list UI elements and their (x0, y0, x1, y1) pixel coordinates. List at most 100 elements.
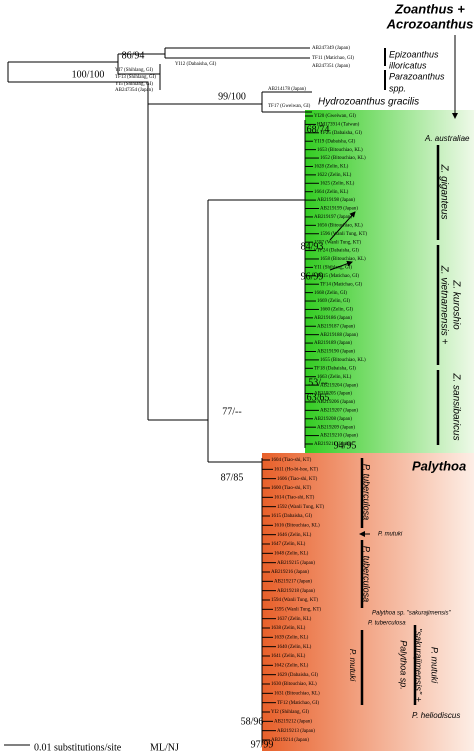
tip-label: AB247351 (Japan) (312, 64, 350, 69)
clade-label: Palythoa sp. (399, 640, 409, 690)
support-value: 86/94 (122, 50, 145, 61)
tip-label: 1638 (Zelin, KL) (271, 626, 306, 631)
tip-label: TF24 (Dabaisha, GI) (317, 249, 359, 254)
tip-label: AB219204 (Japan) (320, 383, 358, 388)
clade-label: P. tuberculosa (368, 621, 406, 627)
clade-label: P. tuberculosa (362, 464, 372, 520)
scale-label: 0.01 substitutions/site (34, 742, 122, 753)
tip-label: AB247354 (Japan) (115, 88, 153, 93)
tip-label: YI1 (Shihlang, GI) (314, 266, 352, 271)
tip-label: 1600 (Tiao-shi, KT) (271, 486, 312, 491)
tip-label: 1639 (Zelin, KL) (274, 635, 309, 640)
tip-label: AB219213 (Japan) (277, 729, 315, 734)
tip-label: AB219211 (Japan) (314, 442, 352, 447)
clade-label: Z. vietnamensis + (438, 265, 449, 345)
clade-label: P. tuberculosa (362, 546, 372, 602)
tip-label: 1637 (Zelin, KL) (277, 617, 312, 622)
tip-label: 1663 (Zelin, KL) (317, 375, 352, 380)
clade-label: Parazoanthus (389, 71, 445, 81)
clade-label: P. mutuki (430, 647, 440, 684)
clade-label: Palythoa (412, 458, 466, 473)
tip-label: AB219215 (Japan) (277, 561, 315, 566)
tip-label: 1629 (Dabaisha, GI) (277, 673, 318, 678)
palythoa-box (262, 453, 474, 751)
tip-label: AB219208 (Japan) (314, 417, 352, 422)
tip-label: AB219217 (Japan) (274, 579, 312, 584)
support-value: 94/95 (334, 440, 357, 451)
tip-label: 1597 (Wanli Tung, KT) (314, 240, 361, 245)
header-title: Acrozoanthus (386, 16, 474, 31)
scale-method: ML/NJ (150, 742, 179, 753)
tip-label: 1655 (Bitouchiao, KL) (320, 358, 366, 363)
support-value: 84/93 (301, 241, 324, 252)
tip-label: AB219205 (Japan) (314, 392, 352, 397)
tip-label: 1652 (Bitouchiao, KL) (320, 156, 366, 161)
tip-label: TF17 (Gweiwan, GI) (268, 104, 311, 109)
tip-label: AB219210 (Japan) (320, 434, 358, 439)
tip-label: AB219212 (Japan) (274, 719, 312, 724)
tip-label: 1622 (Zelin, KL) (317, 173, 352, 178)
tip-label: 1595 (Wanli Tung, KT) (274, 607, 321, 612)
support-value: 63/65 (307, 392, 330, 403)
tip-label: AB219216 (Japan) (271, 570, 309, 575)
tip-label: 1614 (Tiao-shi, KT) (274, 495, 315, 500)
tip-label: 1660 (Zelin, GI) (320, 308, 353, 313)
clade-label: Palythoa sp. "sakurajimensis" (372, 611, 451, 617)
tip-label: YI7 (Shihlang, GI) (115, 68, 153, 73)
tip-label: 1646 (Zelin, KL) (277, 533, 312, 538)
tip-label: 1641 (Zelin, KL) (271, 654, 306, 659)
tip-label: YI20 (Gweiwan, GI) (314, 114, 356, 119)
tip-label: AB219198 (Japan) (317, 198, 355, 203)
support-value: 96/99 (301, 271, 324, 282)
tip-label: AB219199 (Japan) (320, 207, 358, 212)
tip-label: 1647 (Zelin, KL) (271, 542, 306, 547)
tip-label: AB219197 (Japan) (314, 215, 352, 220)
tip-label: TF12 (Matichao, GI) (277, 701, 319, 706)
tip-label: AB219209 (Japan) (317, 425, 355, 430)
tip-label: AB219190 (Japan) (317, 350, 355, 355)
support-value: 58/96 (241, 716, 264, 727)
tip-label: 1615 (Dabaisha, GI) (271, 514, 312, 519)
tip-label: AB219189 (Japan) (314, 341, 352, 346)
support-value: 68/74 (307, 124, 330, 135)
tip-label: YI19 (Dabaisha, GI) (314, 139, 356, 144)
tip-label: 1653 (Bitouchiao, KL) (317, 148, 363, 153)
tip-label: YI2 (Shihlang, GI) (271, 710, 309, 715)
tip-label: 1640 (Zelin, KL) (277, 645, 312, 650)
support-value: 87/85 (221, 472, 244, 483)
tip-label: 1616 (Bitouchiao, KL) (274, 523, 320, 528)
clade-label: "sakurajimensis" + (414, 628, 424, 702)
clade-label: spp. (389, 83, 406, 93)
tip-label: 1625 (Zelin, KL) (320, 181, 355, 186)
tip-label: 1664 (Zelin, KL) (314, 190, 349, 195)
tip-label: HM173914 (Taiwan) (317, 123, 360, 128)
tip-label: 1648 (Zelin, KL) (274, 551, 309, 556)
tip-label: 1668 (Zelin, GI) (314, 291, 347, 296)
clade-label: Z. sansibaricus (450, 372, 461, 440)
tip-label: YI12 (Dabaisha, GI) (175, 62, 217, 67)
tip-label: 1631 (Bitouchiao, KL) (274, 691, 320, 696)
tip-label: TF18 (Dabaisha, GI) (314, 366, 356, 371)
tip-label: YI5 (Shihlang, GI) (115, 82, 153, 87)
clade-label: A. australiae (424, 134, 470, 143)
tip-label: TF14 (Matichao, GI) (320, 282, 362, 287)
clade-label: Epizoanthus (389, 49, 439, 59)
clade-label: P. mutuki (378, 532, 403, 538)
zoanthus-box (305, 110, 474, 454)
tip-label: TF25 (Dabaisha, GI) (320, 131, 362, 136)
tip-label: 1604 (Tiao-shi, KT) (271, 458, 312, 463)
clade-label: P. heliodiscus (412, 711, 460, 720)
tip-label: AB214178 (Japan) (268, 87, 306, 92)
tip-label: 1642 (Zelin, KL) (274, 663, 309, 668)
support-value: 53/-- (308, 377, 327, 388)
tip-label: AB219187 (Japan) (317, 324, 355, 329)
tip-label: 1630 (Bitouchiao, KL) (271, 682, 317, 687)
header-title: Zoanthus + (394, 1, 465, 16)
clade-label: Hydrozoanthus gracilis (318, 97, 419, 108)
clade-label: P. mutuki (348, 649, 357, 682)
tip-label: AB219207 (Japan) (320, 408, 358, 413)
clade-label: Z. giganteus (438, 163, 449, 219)
tip-label: TF13 (Shihlang, GI) (115, 75, 156, 80)
support-value: 77/-- (222, 406, 241, 417)
